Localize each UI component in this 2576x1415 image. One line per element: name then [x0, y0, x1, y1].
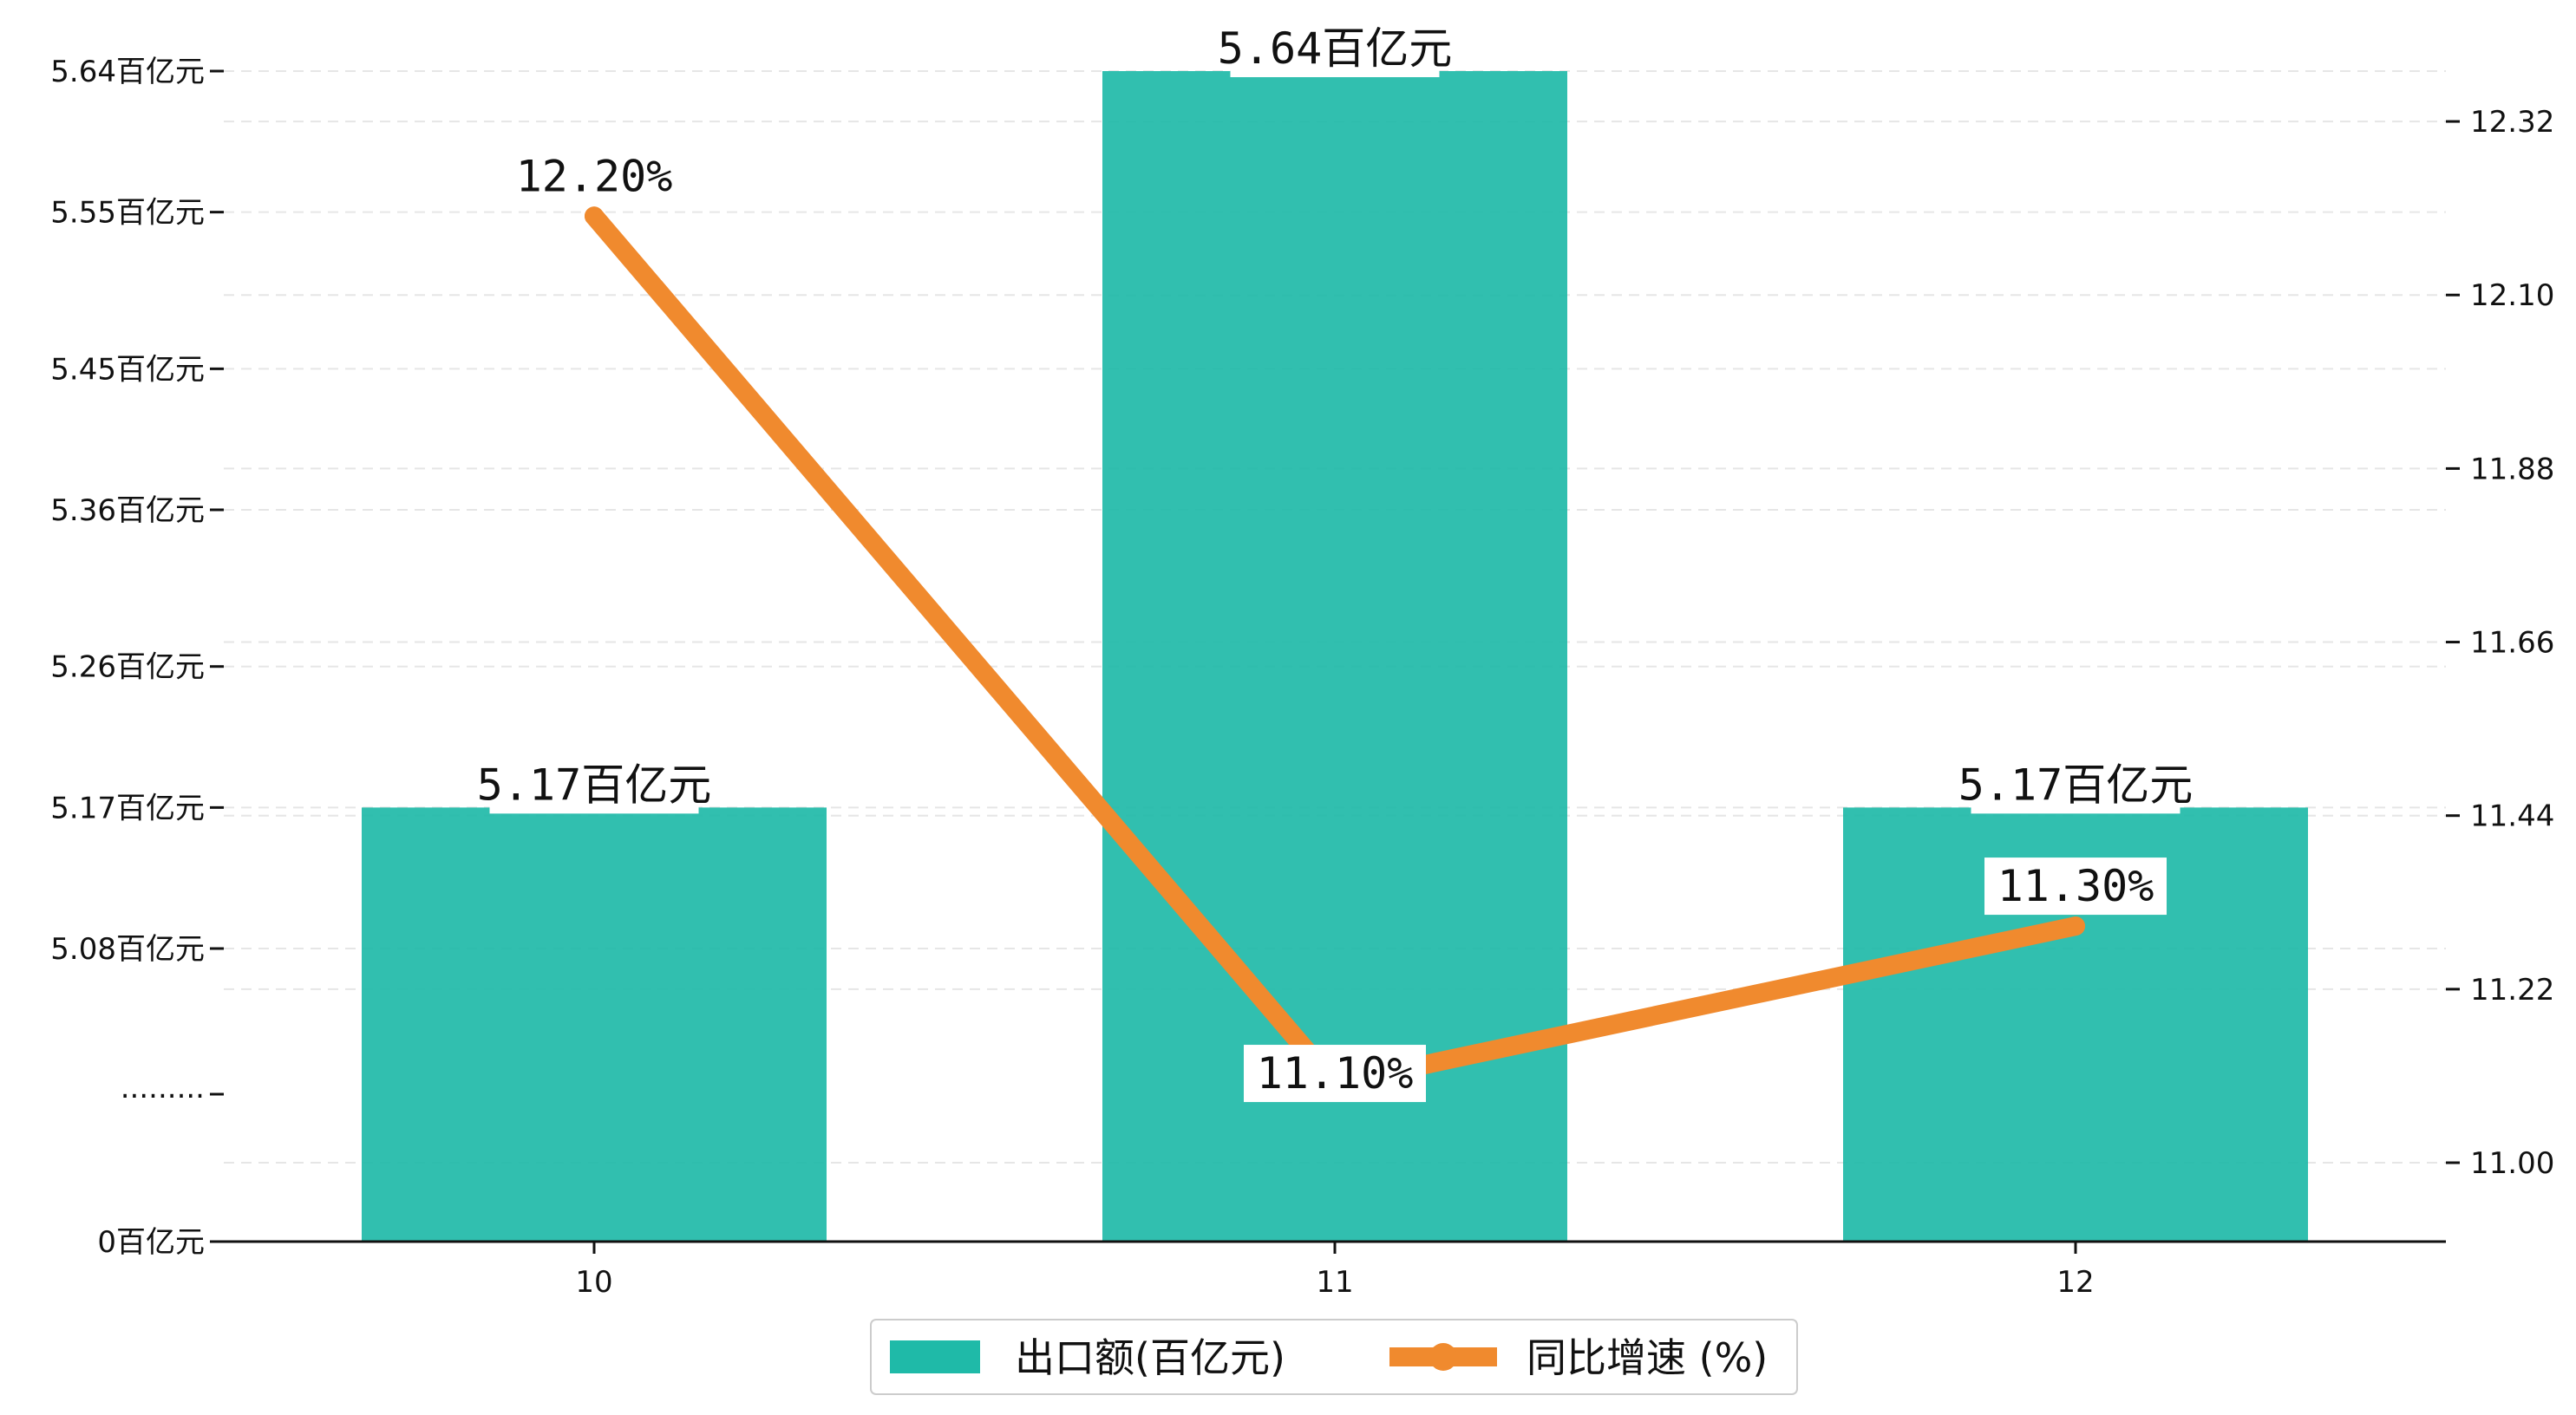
line-point-12 — [2066, 916, 2085, 936]
line-point-10 — [585, 206, 604, 226]
left-tick-label: 5.08百亿元 — [50, 932, 205, 967]
left-tick-label: 5.64百亿元 — [50, 55, 205, 89]
bar-value-label: 5.64百亿元 — [1218, 20, 1452, 77]
legend: 出口额(百亿元) 同比增速 (%) — [870, 1319, 1798, 1395]
x-tick-label: 12 — [2056, 1265, 2094, 1300]
right-tick-label: 11.22 — [2470, 973, 2554, 1007]
line-value-label: 12.20% — [503, 147, 685, 205]
left-tick-label: 5.36百亿元 — [50, 493, 205, 528]
line-value-label: 11.10% — [1244, 1045, 1426, 1103]
line-value-label-box — [1984, 857, 2167, 916]
bar-value-label-box — [1230, 20, 1440, 77]
legend-box — [870, 1319, 1798, 1395]
line-value-label: 11.30% — [1984, 857, 2167, 916]
x-tick-label: 10 — [575, 1265, 612, 1300]
left-tick-label: 5.45百亿元 — [50, 352, 205, 387]
legend-line-marker — [1429, 1343, 1457, 1371]
left-tick-label: 0百亿元 — [97, 1225, 205, 1260]
right-tick-label: 11.88 — [2470, 452, 2554, 486]
bar-value-label-text: 5.17百亿元 — [1958, 760, 2193, 810]
left-tick-label: 5.17百亿元 — [50, 791, 205, 825]
bar-value-label: 5.17百亿元 — [477, 756, 711, 814]
right-tick-label: 12.32 — [2470, 105, 2554, 140]
line-value-label-text: 12.20% — [516, 151, 673, 201]
legend-line-label: 同比增速 (%) — [1527, 1334, 1768, 1381]
bar-value-label-text: 5.64百亿元 — [1218, 23, 1452, 74]
bar-value-label: 5.17百亿元 — [1958, 756, 2193, 814]
line-value-label-box — [503, 147, 685, 205]
bar-10 — [362, 807, 827, 1242]
axes: 0百亿元 5.08百亿元 5.17百亿元 5.26百亿元 5.36百亿元 5.45百亿元 5… — [50, 55, 2554, 1300]
left-tick-label: 5.26百亿元 — [50, 650, 205, 685]
legend-bar-label: 出口额(百亿元) — [1015, 1334, 1285, 1381]
axis-break-marker: ......... — [121, 1071, 205, 1105]
bar-value-label-box — [1971, 756, 2180, 814]
line-value-label-text: 11.30% — [1997, 861, 2154, 911]
right-tick-label: 11.66 — [2470, 626, 2554, 661]
line-value-label-text: 11.10% — [1257, 1048, 1414, 1099]
bar-value-label-text: 5.17百亿元 — [477, 760, 711, 810]
legend-bar-swatch — [890, 1340, 980, 1373]
x-tick-label: 11 — [1316, 1265, 1353, 1300]
right-tick-label: 11.00 — [2470, 1146, 2554, 1181]
right-tick-label: 12.10 — [2470, 278, 2554, 313]
data-labels: 5.17百亿元 5.64百亿元 5.17百亿元 12.20% 11.10% 11.30% — [477, 20, 2193, 1103]
bar-value-label-box — [489, 756, 699, 814]
left-tick-label: 5.55百亿元 — [50, 196, 205, 231]
right-tick-label: 11.44 — [2470, 799, 2554, 834]
line-value-label-box — [1244, 1045, 1426, 1103]
